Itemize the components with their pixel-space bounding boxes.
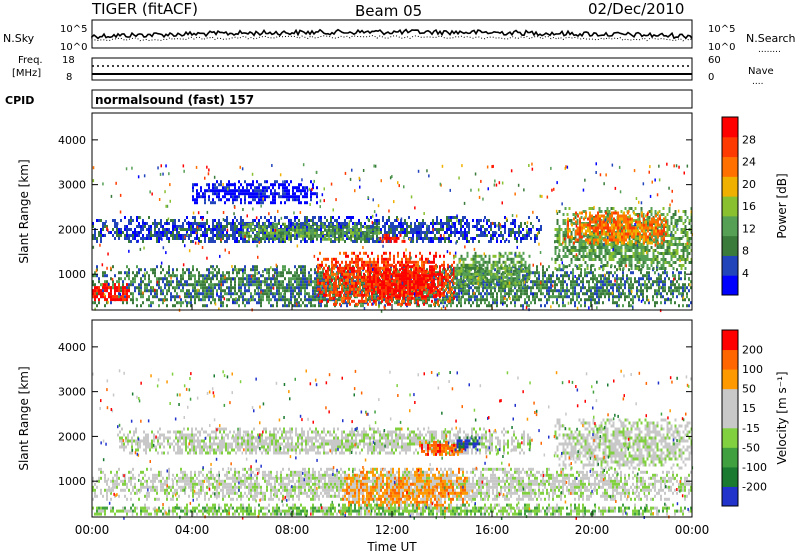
y-axis-label: Slant Range [km] — [17, 159, 31, 263]
noise-strip-frame — [91, 19, 693, 49]
colorbar-label: Velocity [m s⁻¹] — [775, 371, 789, 464]
colorbar-tick-label: 28 — [742, 133, 756, 146]
colorbar-tick-label: 4 — [742, 267, 749, 280]
colorbar-swatch — [722, 427, 738, 448]
colorbar-swatch — [722, 196, 738, 217]
power-echo-region — [192, 180, 318, 205]
noise-tick-bottom-right: 10^0 — [708, 42, 735, 53]
x-axis-label: Time UT — [366, 540, 417, 554]
nsearch-label: N.Search — [746, 32, 796, 45]
velocity-colorbar: 200 100 50 15 -15 -50 -100 -200 Velocity [m s⁻¹] — [721, 329, 789, 507]
y-tick-label: 1000 — [58, 268, 86, 281]
power-scatter-echoes — [92, 162, 693, 313]
colorbar-swatch — [722, 275, 738, 296]
power-colorbar: 28 24 20 16 12 8 4 Power [dB] — [721, 116, 789, 296]
cpid-label: CPID — [5, 94, 34, 107]
x-tick-label: 16:00 — [475, 523, 510, 537]
colorbar-swatch — [722, 447, 738, 468]
date-title: 02/Dec/2010 — [588, 0, 684, 18]
colorbar-swatch — [722, 255, 738, 276]
power-panel: 1000 2000 3000 4000 Slant Range [km] 28 24 20 16… — [17, 112, 789, 313]
y-tick-label: 4000 — [58, 134, 86, 147]
nsky-trace — [91, 28, 693, 40]
power-echo-region — [567, 211, 667, 245]
colorbar-label: Power [dB] — [775, 173, 789, 238]
colorbar-swatch — [722, 369, 738, 390]
nsky-label: N.Sky — [3, 32, 35, 45]
noise-tick-top-left: 10^5 — [60, 24, 87, 35]
colorbar-tick-label: -50 — [742, 441, 760, 454]
colorbar-swatch — [722, 176, 738, 197]
colorbar-swatch — [722, 215, 738, 237]
power-echo-region — [379, 233, 406, 243]
x-tick-label: 08:00 — [275, 523, 310, 537]
cpid-strip-frame — [91, 89, 693, 109]
power-echo-region — [92, 283, 130, 302]
colorbar-tick-label: -200 — [742, 480, 767, 493]
colorbar-tick-label: 24 — [742, 156, 756, 169]
colorbar-swatch — [722, 486, 738, 507]
colorbar-tick-label: 50 — [742, 383, 756, 396]
beam-title: Beam 05 — [355, 2, 422, 20]
colorbar-tick-label: 200 — [742, 344, 763, 357]
colorbar-swatch — [722, 117, 738, 138]
freq-tick-top: 18 — [62, 55, 75, 66]
noise-traces — [91, 28, 693, 42]
nave-tick-bottom: 0 — [708, 72, 714, 83]
x-tick-label: 04:00 — [175, 523, 210, 537]
colorbar-swatch — [722, 156, 738, 177]
y-tick-label: 3000 — [58, 179, 86, 192]
cpid-text: normalsound (fast) 157 — [95, 93, 254, 107]
colorbar-tick-label: 20 — [742, 178, 756, 191]
noise-tick-bottom-left: 10^0 — [60, 42, 87, 53]
nsearch-dots: ........ — [758, 45, 781, 55]
x-tick-label: 12:00 — [375, 523, 410, 537]
colorbar-frame — [721, 116, 739, 296]
colorbar-frame — [721, 329, 739, 507]
colorbar-tick-label: -15 — [742, 422, 760, 435]
colorbar-tick-label: 8 — [742, 245, 749, 258]
y-tick-label: 4000 — [58, 341, 86, 354]
freq-tick-bottom: 8 — [66, 72, 72, 83]
colorbar-swatch — [722, 466, 738, 487]
velocity-echo-region — [92, 503, 692, 516]
freq-label: Freq. — [18, 55, 43, 66]
x-tick-label: 00:00 — [675, 523, 710, 537]
colorbar-swatch — [722, 330, 738, 351]
nave-tick-top: 60 — [708, 55, 721, 66]
velocity-echo-region — [419, 440, 465, 456]
nave-dots: .... — [752, 77, 763, 87]
velocity-scatter-echoes — [92, 369, 694, 520]
y-tick-label: 2000 — [58, 223, 86, 236]
power-echo-region — [454, 251, 531, 288]
y-axis-label: Slant Range [km] — [17, 366, 31, 470]
colorbar-tick-label: 12 — [742, 222, 756, 235]
x-tick-label: 00:00 — [75, 523, 110, 537]
colorbar-tick-label: 16 — [742, 200, 756, 213]
y-tick-label: 1000 — [58, 475, 86, 488]
power-echo-region — [242, 222, 380, 241]
colorbar-tick-label: 15 — [742, 402, 756, 415]
nave-label: Nave — [748, 66, 774, 77]
colorbar-tick-label: -100 — [742, 461, 767, 474]
colorbar-swatch — [722, 408, 738, 429]
colorbar-tick-label: 100 — [742, 363, 763, 376]
colorbar-swatch — [722, 349, 738, 370]
heatmap-panels: 1000 2000 3000 4000 Slant Range [km] 28 24 20 16… — [17, 112, 789, 537]
x-tick-label: 20:00 — [575, 523, 610, 537]
noise-tick-top-right: 10^5 — [708, 24, 735, 35]
y-tick-label: 2000 — [58, 430, 86, 443]
velocity-panel: 1000 2000 3000 4000 Slant Range [km] 00:00 04:… — [17, 319, 789, 537]
colorbar-swatch — [722, 388, 738, 409]
velocity-echo-region — [554, 418, 693, 470]
station-title: TIGER (fitACF) — [91, 0, 198, 18]
freq-unit: [MHz] — [12, 68, 41, 79]
y-tick-label: 3000 — [58, 386, 86, 399]
nsearch-trace — [91, 35, 693, 42]
colorbar-swatch — [722, 136, 738, 158]
colorbar-swatch — [722, 235, 738, 256]
freq-strip-frame — [91, 57, 693, 81]
